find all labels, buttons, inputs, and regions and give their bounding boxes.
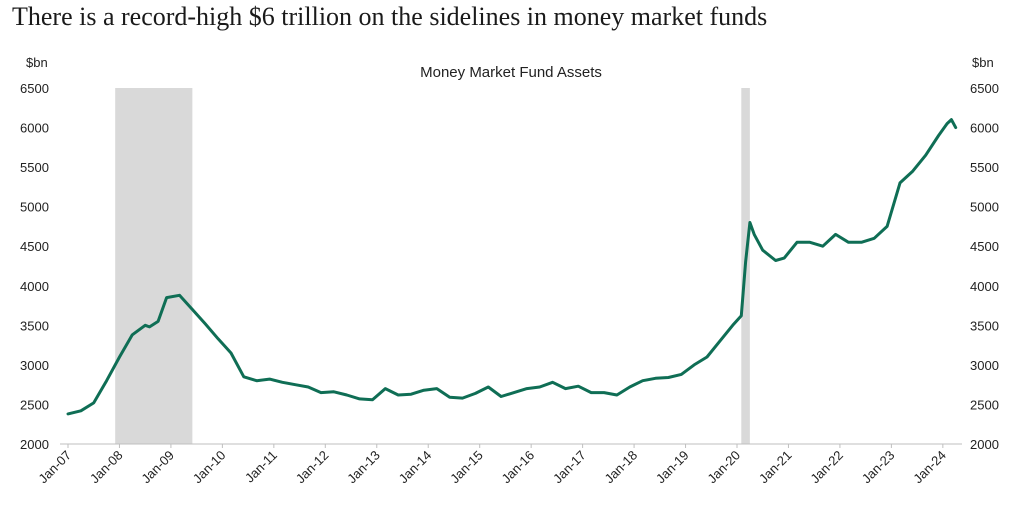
y-tick-left: 4500: [20, 239, 49, 254]
y-tick-left: 3000: [20, 358, 49, 373]
y-tick-right: 6500: [970, 81, 999, 96]
x-tick-label: Jan-20: [704, 448, 743, 487]
left-y-tick-labels: 2000 2500 3000 3500 4000 4500 5000 5500 6000 6500: [20, 81, 49, 452]
x-tick-label: Jan-14: [396, 448, 435, 487]
x-tick-label: Jan-17: [550, 448, 589, 487]
y-tick-right: 2000: [970, 437, 999, 452]
right-axis-unit: $bn: [972, 55, 994, 70]
left-axis-unit: $bn: [26, 55, 48, 70]
x-tick-label: Jan-09: [138, 448, 177, 487]
money-market-assets-line: [66, 118, 958, 416]
x-tick-label: Jan-16: [499, 448, 538, 487]
y-tick-left: 2500: [20, 397, 49, 412]
y-tick-left: 4000: [20, 279, 49, 294]
x-tick-label: Jan-12: [293, 448, 332, 487]
chart-title: Money Market Fund Assets: [420, 64, 602, 81]
x-tick-label: Jan-21: [756, 448, 795, 487]
x-tick-label: Jan-11: [242, 448, 280, 486]
y-tick-right: 4500: [970, 239, 999, 254]
x-tick-label: Jan-23: [859, 448, 898, 487]
right-y-tick-labels: 2000 2500 3000 3500 4000 4500 5000 5500 6000 6500: [970, 81, 999, 452]
y-tick-right: 3000: [970, 358, 999, 373]
y-tick-right: 5000: [970, 200, 999, 215]
x-tick-label: Jan-08: [87, 448, 126, 487]
y-tick-left: 6500: [20, 81, 49, 96]
y-tick-left: 6000: [20, 121, 49, 136]
y-tick-right: 3500: [970, 318, 999, 333]
x-tick-label: Jan-15: [447, 448, 486, 487]
y-tick-right: 2500: [970, 397, 999, 412]
y-tick-left: 5000: [20, 200, 49, 215]
y-tick-right: 6000: [970, 121, 999, 136]
x-tick-label: Jan-18: [601, 448, 640, 487]
y-tick-right: 5500: [970, 160, 999, 175]
x-tick-label: Jan-19: [653, 448, 692, 487]
x-tick-label: Jan-13: [344, 448, 383, 487]
x-tick-label: Jan-10: [190, 448, 229, 487]
headline: There is a record-high $6 trillion on th…: [12, 2, 768, 31]
y-tick-left: 3500: [20, 318, 49, 333]
x-tick-label: Jan-22: [807, 448, 846, 487]
x-tick-label: Jan-07: [35, 448, 74, 487]
x-tick-label: Jan-24: [910, 448, 949, 487]
y-tick-right: 4000: [970, 279, 999, 294]
y-tick-left: 5500: [20, 160, 49, 175]
x-tick-labels: Jan-07 Jan-08 Jan-09 Jan-10 Jan-11 Jan-12 Jan-…: [35, 444, 949, 486]
y-tick-left: 2000: [20, 437, 49, 452]
recession-band-1: [115, 88, 193, 444]
